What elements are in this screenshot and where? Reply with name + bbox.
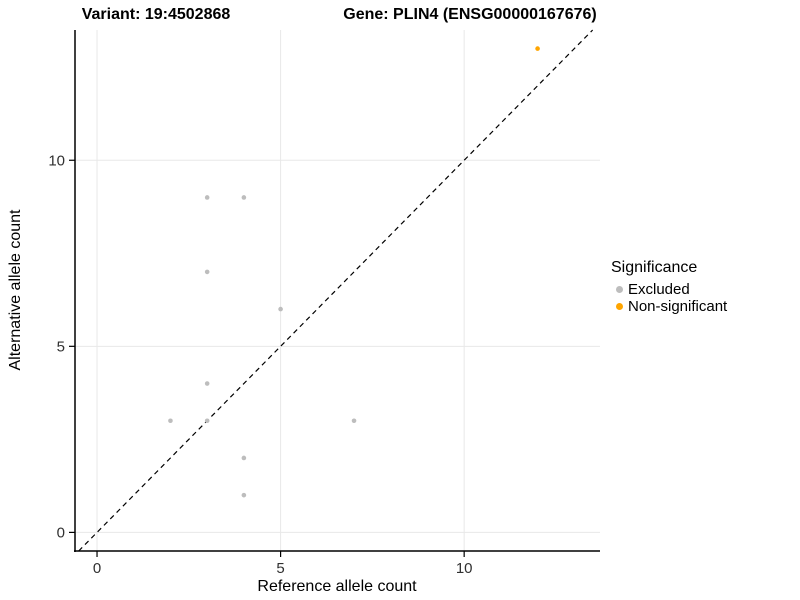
plot-title-gene: Gene: PLIN4 (ENSG00000167676) xyxy=(343,6,597,23)
legend-title: Significance xyxy=(611,259,698,276)
excluded-point-icon xyxy=(616,286,623,293)
svg-text:5: 5 xyxy=(57,338,65,355)
svg-text:10: 10 xyxy=(456,560,473,577)
plot-title-variant: Variant: 19:4502868 xyxy=(81,6,231,23)
non-significant-point-icon xyxy=(616,303,623,310)
y-axis-title: Alternative allele count xyxy=(7,209,24,371)
legend-item-excluded: Excluded xyxy=(611,281,727,298)
legend-item-label: Non-significant xyxy=(628,298,728,315)
svg-text:10: 10 xyxy=(48,152,65,169)
legend: Significance Excluded Non-significant xyxy=(611,259,727,315)
svg-text:5: 5 xyxy=(276,560,284,577)
legend-item-non-significant: Non-significant xyxy=(611,298,727,315)
svg-text:0: 0 xyxy=(93,560,101,577)
svg-text:0: 0 xyxy=(57,524,65,541)
legend-item-label: Excluded xyxy=(628,281,690,298)
x-axis-title: Reference allele count xyxy=(257,578,417,595)
